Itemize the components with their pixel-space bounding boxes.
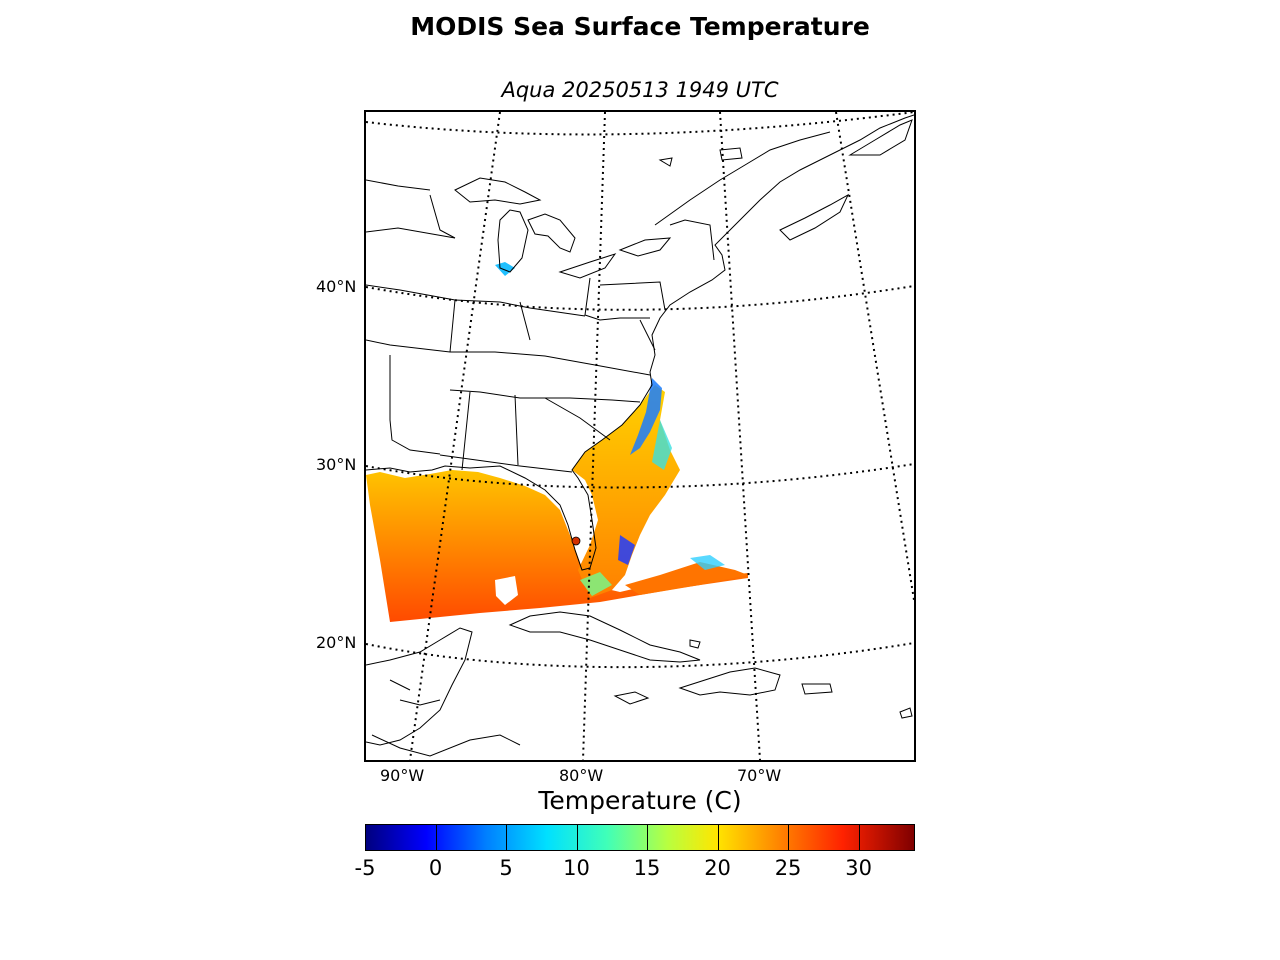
map-frame: [364, 110, 916, 762]
sst-gulf-region: [366, 470, 748, 622]
colorbar-tick-mark: [788, 824, 790, 851]
colorbar-tick-label: -5: [354, 856, 376, 880]
map-area: [366, 111, 914, 760]
latitude-label: 40°N: [316, 277, 357, 296]
colorbar-tick-label: 5: [499, 856, 513, 880]
longitude-label: 70°W: [737, 766, 782, 785]
colorbar-tick-label: 0: [428, 856, 443, 880]
colorbar-tick-mark: [506, 824, 508, 851]
sst-atlantic-region: [572, 385, 680, 598]
colorbar-tick-mark: [647, 824, 649, 851]
colorbar-tick-mark: [435, 824, 437, 851]
colorbar: [365, 824, 915, 851]
chart-title: MODIS Sea Surface Temperature: [410, 12, 870, 41]
colorbar-tick-mark: [717, 824, 719, 851]
colorbar-tick-label: 15: [633, 856, 661, 880]
colorbar-tick-label: 20: [704, 856, 731, 880]
graticule: [366, 111, 914, 760]
longitude-label: 90°W: [380, 766, 425, 785]
colorbar-title: Temperature (C): [538, 786, 742, 815]
longitude-label: 80°W: [559, 766, 604, 785]
sst-coastal-fringe: [630, 378, 662, 455]
colorbar-tick-label: 10: [563, 856, 590, 880]
latitude-label: 20°N: [316, 633, 357, 652]
coastlines: [366, 114, 914, 757]
chart-subtitle: Aqua 20250513 1949 UTC: [501, 78, 779, 102]
latitude-label: 30°N: [316, 455, 357, 474]
cloud-gap: [495, 576, 518, 605]
colorbar-tick-label: 30: [845, 856, 872, 880]
colorbar-tick-mark: [576, 824, 578, 851]
sst-bahamas-strip: [625, 562, 748, 595]
colorbar-tick-label: 25: [774, 856, 802, 880]
colorbar-tick-mark: [858, 824, 860, 851]
